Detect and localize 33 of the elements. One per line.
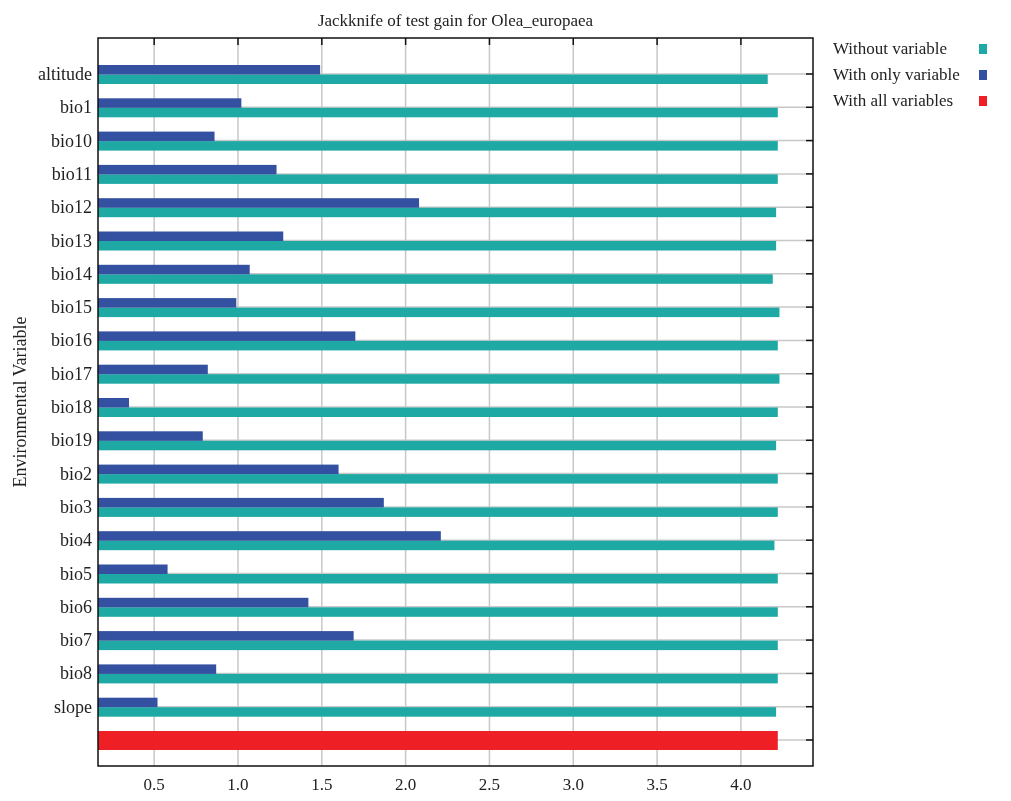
y-tick-label: bio2 [59,463,92,484]
x-tick-label: 4.0 [730,775,752,794]
legend-label: With only variable [833,65,960,84]
y-tick-label: bio4 [59,530,92,551]
x-tick-label: 2.5 [478,775,501,794]
y-tick-label: bio16 [50,330,92,351]
y-tick-label: slope [54,696,93,717]
y-tick-label: bio14 [50,263,92,284]
y-tick-label: bio10 [50,130,92,151]
y-tick-label: bio19 [50,430,92,451]
y-tick-label: bio8 [59,663,92,684]
y-tick-label: bio5 [59,563,92,584]
y-tick-label: bio7 [59,630,92,651]
x-tick-label: 1.0 [227,775,249,794]
x-tick-label: 3.5 [646,775,668,794]
y-tick-label: bio1 [59,97,92,118]
x-tick-label: 2.0 [395,775,417,794]
y-tick-label: bio3 [59,496,92,517]
y-tick-label: altitude [38,64,93,84]
y-tick-label: bio18 [50,397,92,417]
y-tick-label: bio6 [59,596,92,617]
x-tick-label: 1.5 [311,775,333,794]
y-tick-label: bio15 [50,297,92,318]
y-tick-label: bio11 [51,163,92,184]
legend-label: With all variables [833,91,954,110]
y-tick-label: bio17 [50,363,92,384]
x-tick-label: 3.0 [562,775,584,794]
legend-label: Without variable [833,39,948,58]
chart-title: Jackknife of test gain for Olea_europaea [317,11,594,30]
y-tick-label: bio13 [50,230,92,251]
x-tick-label: 0.5 [143,775,165,794]
y-tick-label: bio12 [50,197,92,218]
y-axis-title: Environmental Variable [10,316,30,488]
